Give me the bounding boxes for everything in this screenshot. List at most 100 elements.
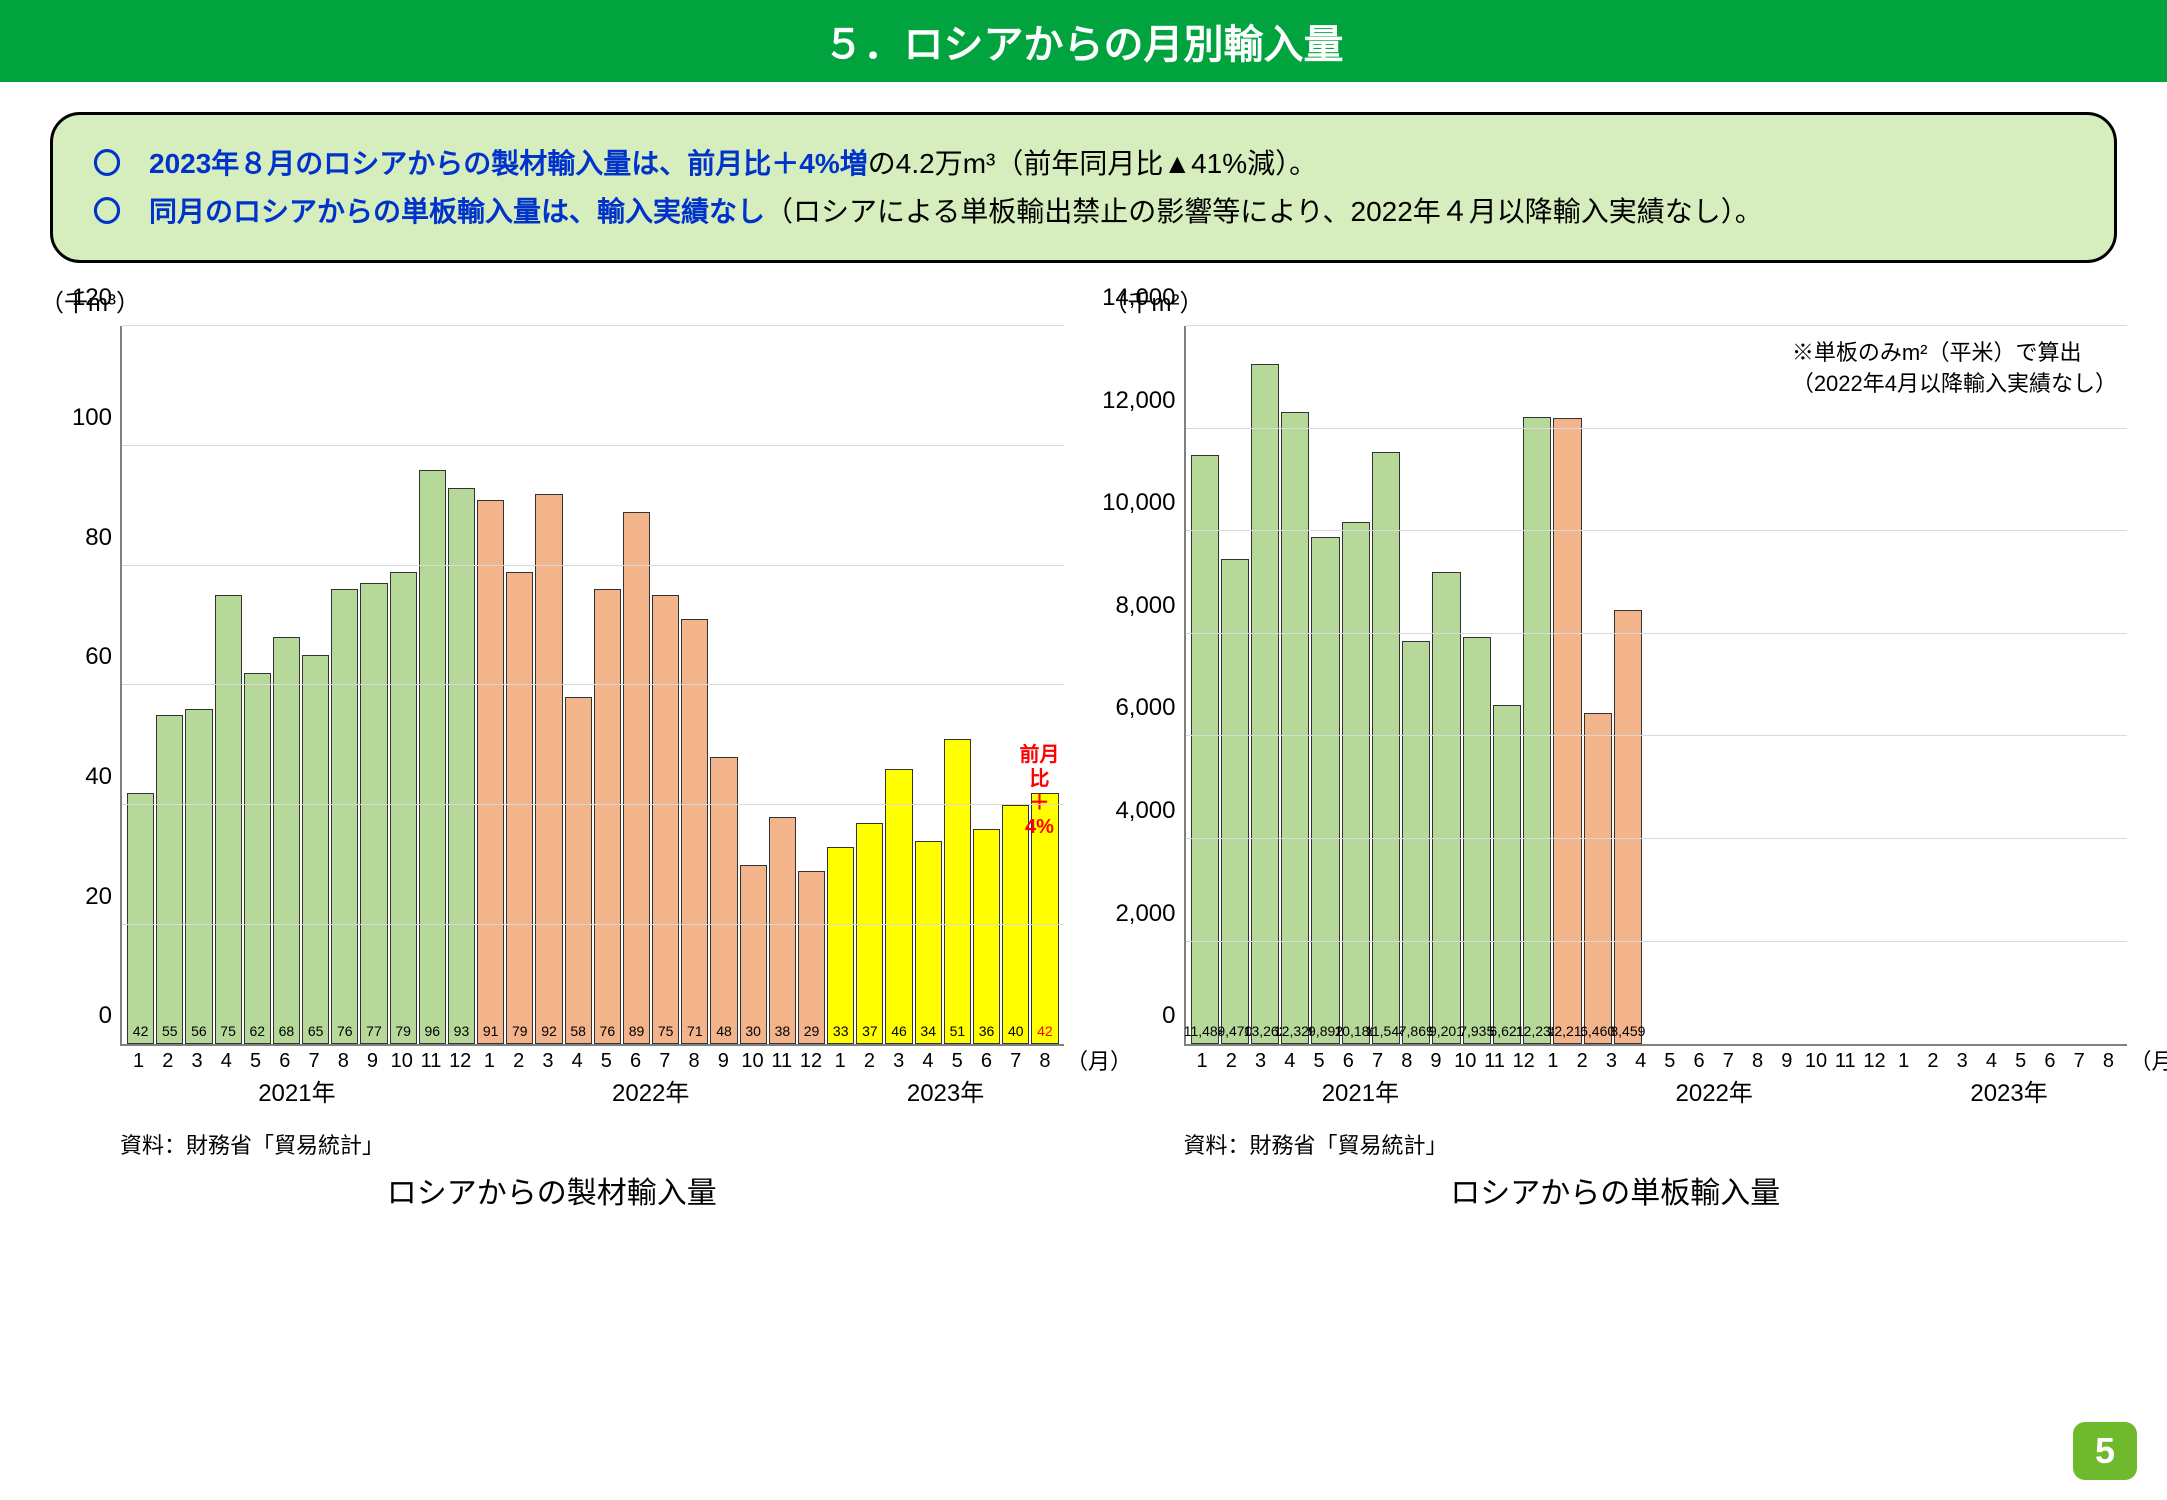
bar: 29 (798, 871, 825, 1045)
y-tick: 6,000 (1115, 694, 1185, 722)
bar: 48 (710, 757, 737, 1044)
year-label: 2022年 (474, 1073, 828, 1108)
chart1-year-labels: 2021年2022年2023年 (120, 1073, 1064, 1108)
x-tick: 4 (563, 1050, 592, 1073)
bar: 7,869 (1402, 641, 1430, 1045)
x-tick: 11 (1831, 1050, 1860, 1073)
x-tick: 2 (1918, 1050, 1947, 1073)
x-tick: 8 (1030, 1050, 1059, 1073)
bar-value-label: 36 (979, 1023, 995, 1039)
bar: 89 (623, 512, 650, 1045)
y-tick: 10,000 (1102, 489, 1185, 517)
bar: 9,892 (1311, 537, 1339, 1044)
y-tick: 2,000 (1115, 900, 1185, 928)
bar-value-label: 37 (862, 1023, 878, 1039)
year-label: 2021年 (120, 1073, 474, 1108)
bar-value-label: 68 (279, 1023, 295, 1039)
gridline (122, 325, 1064, 326)
x-tick: 7 (1714, 1050, 1743, 1073)
x-tick: 7 (299, 1050, 328, 1073)
bar: 56 (185, 709, 212, 1044)
x-tick: 4 (1977, 1050, 2006, 1073)
bar-value-label: 38 (775, 1023, 791, 1039)
bar: 12,326 (1281, 412, 1309, 1044)
x-tick: 5 (2006, 1050, 2035, 1073)
x-tick: 10 (738, 1050, 767, 1073)
y-tick: 40 (85, 763, 122, 791)
bar: 75 (215, 595, 242, 1044)
bar-value-label: 48 (716, 1023, 732, 1039)
chart2-year-labels: 2021年2022年2023年 (1184, 1073, 2128, 1108)
x-tick: 8 (2094, 1050, 2123, 1073)
bar: 93 (448, 488, 475, 1044)
bar: 7,935 (1463, 637, 1491, 1044)
bar: 11,484 (1191, 455, 1219, 1044)
gridline (1186, 941, 2128, 942)
x-tick: 1 (1889, 1050, 1918, 1073)
bar: 55 (156, 715, 183, 1044)
bar-value-label: 92 (541, 1023, 557, 1039)
year-label: 2022年 (1537, 1073, 1891, 1108)
x-tick: 8 (1743, 1050, 1772, 1073)
x-tick: 2 (1217, 1050, 1246, 1073)
y-tick: 12,000 (1102, 387, 1185, 415)
x-tick: 6 (1334, 1050, 1363, 1073)
bar: 8,459 (1614, 610, 1642, 1044)
x-tick: 4 (913, 1050, 942, 1073)
y-tick: 120 (72, 284, 122, 312)
x-tick: 3 (182, 1050, 211, 1073)
x-tick: 2 (855, 1050, 884, 1073)
x-tick: 10 (1801, 1050, 1830, 1073)
bar: 36 (973, 829, 1000, 1044)
chart2-x-labels: 12345678910111212345678910111212345678 (1184, 1046, 2128, 1073)
x-tick: 6 (2035, 1050, 2064, 1073)
x-tick: 1 (475, 1050, 504, 1073)
x-tick: 12 (446, 1050, 475, 1073)
x-tick: 5 (1655, 1050, 1684, 1073)
bar-value-label: 46 (891, 1023, 907, 1039)
x-tick: 1 (1538, 1050, 1567, 1073)
x-tick: 3 (1246, 1050, 1275, 1073)
bar: 62 (244, 673, 271, 1044)
x-tick: 5 (241, 1050, 270, 1073)
x-tick: 5 (1304, 1050, 1333, 1073)
bar-value-label: 42 (133, 1023, 149, 1039)
bar: 33 (827, 847, 854, 1044)
bar: 79 (506, 572, 533, 1045)
x-tick: 3 (884, 1050, 913, 1073)
x-tick: 9 (709, 1050, 738, 1073)
chart1-annotation: 前月比 ＋4% (1015, 743, 1063, 839)
year-label: 2023年 (1891, 1073, 2127, 1108)
x-tick: 8 (1392, 1050, 1421, 1073)
x-tick: 6 (1684, 1050, 1713, 1073)
x-tick: 7 (650, 1050, 679, 1073)
bar: 65 (302, 655, 329, 1044)
gridline (1186, 633, 2128, 634)
bar-value-label: 75 (658, 1023, 674, 1039)
x-tick: 12 (1860, 1050, 1889, 1073)
gridline (1186, 428, 2128, 429)
x-tick: 7 (2065, 1050, 2094, 1073)
x-tick: 3 (533, 1050, 562, 1073)
x-tick: 2 (1568, 1050, 1597, 1073)
x-tick: 1 (124, 1050, 153, 1073)
chart2-plot-area: 11,4849,47013,26212,3269,89210,18611,544… (1184, 326, 2128, 1046)
gridline (122, 804, 1064, 805)
bar-value-label: 89 (629, 1023, 645, 1039)
y-tick: 4,000 (1115, 797, 1185, 825)
x-tick: 10 (1451, 1050, 1480, 1073)
x-tick: 4 (1275, 1050, 1304, 1073)
bar: 46 (885, 769, 912, 1044)
bar-value-label: 56 (191, 1023, 207, 1039)
bar-value-label: 62 (249, 1023, 265, 1039)
x-tick: 6 (972, 1050, 1001, 1073)
bar: 96 (419, 470, 446, 1044)
bar: 9,470 (1221, 559, 1249, 1045)
x-tick: 9 (358, 1050, 387, 1073)
summary-line-1: 〇 2023年８月のロシアからの製材輸入量は、前月比＋4%増の4.2万m³（前年… (93, 140, 2074, 188)
chart1-y-unit: （千m³） (30, 283, 1074, 318)
x-tick: 8 (329, 1050, 358, 1073)
y-tick: 20 (85, 883, 122, 911)
x-tick: 12 (1509, 1050, 1538, 1073)
bar: 13,262 (1251, 364, 1279, 1044)
